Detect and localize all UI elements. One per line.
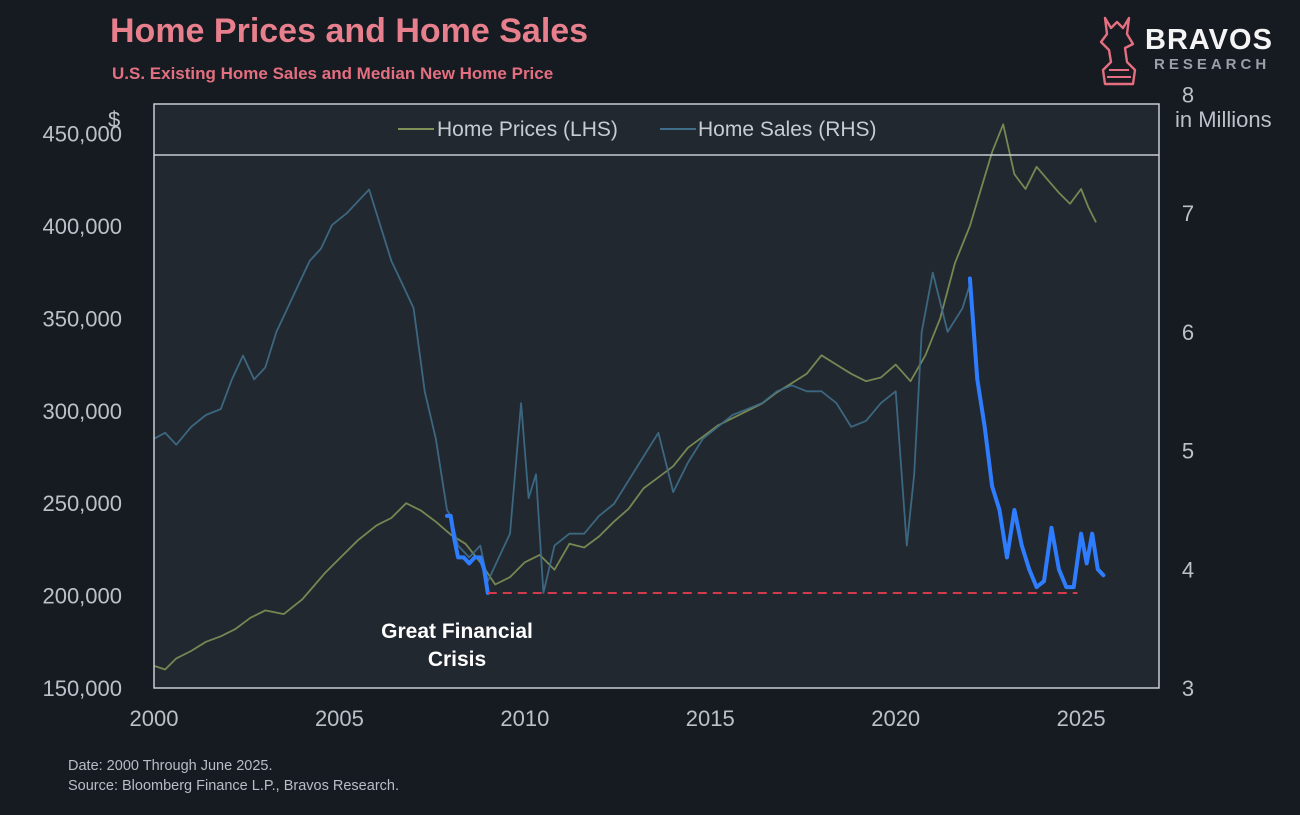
logo-name: BRAVOS xyxy=(1145,24,1273,56)
plot-frame xyxy=(153,103,1160,689)
chart-subtitle: U.S. Existing Home Sales and Median New … xyxy=(112,64,554,83)
left-tick-label: 400,000 xyxy=(42,214,122,239)
x-tick-label: 2025 xyxy=(1057,706,1106,731)
x-tick-label: 2015 xyxy=(686,706,735,731)
annotation-great-financial-crisis: Great Financial Crisis xyxy=(381,620,533,671)
brand-logo: BRAVOS RESEARCH xyxy=(1095,10,1285,90)
right-tick-label: 6 xyxy=(1182,320,1194,345)
left-tick-label: 200,000 xyxy=(42,584,122,609)
left-tick-label: 350,000 xyxy=(42,306,122,331)
x-tick-label: 2005 xyxy=(315,706,364,731)
right-tick-label: 7 xyxy=(1182,201,1194,226)
left-tick-label: 150,000 xyxy=(42,676,122,701)
legend: Home Prices (LHS) Home Sales (RHS) xyxy=(398,118,877,141)
x-tick-label: 2010 xyxy=(500,706,549,731)
chart-title: Home Prices and Home Sales xyxy=(110,12,589,50)
right-tick-label: 5 xyxy=(1182,439,1194,464)
legend-label-prices: Home Prices (LHS) xyxy=(437,118,618,141)
right-tick-label: 4 xyxy=(1182,557,1194,582)
right-axis-unit: in Millions xyxy=(1175,107,1272,132)
annotation-line: Crisis xyxy=(428,648,486,671)
right-axis-ticks: 3 4 5 6 7 8 xyxy=(1182,83,1194,701)
legend-label-sales: Home Sales (RHS) xyxy=(698,118,877,141)
source-note: Source: Bloomberg Finance L.P., Bravos R… xyxy=(68,778,399,794)
left-axis-unit: $ xyxy=(108,107,120,132)
bull-knight-icon xyxy=(1099,16,1137,86)
left-tick-label: 250,000 xyxy=(42,491,122,516)
x-tick-label: 2020 xyxy=(871,706,920,731)
left-axis-ticks: 150,000 200,000 250,000 300,000 350,000 400,0… xyxy=(42,122,122,701)
x-tick-label: 2000 xyxy=(130,706,179,731)
annotation-line: Great Financial xyxy=(381,620,533,643)
plot-border xyxy=(153,103,1160,689)
x-axis-ticks: 2000 2005 2010 2015 2020 2025 xyxy=(130,706,1106,731)
series-line-home-prices xyxy=(153,123,1097,671)
series-line-highlight-1 xyxy=(445,513,490,595)
series-layer xyxy=(153,123,1106,671)
date-note: Date: 2000 Through June 2025. xyxy=(68,758,273,774)
logo-subtitle: RESEARCH xyxy=(1154,56,1271,73)
left-tick-label: 450,000 xyxy=(42,122,122,147)
right-tick-label: 3 xyxy=(1182,676,1194,701)
left-tick-label: 300,000 xyxy=(42,399,122,424)
series-line-home-sales xyxy=(153,188,971,594)
plot-area xyxy=(154,104,1159,688)
series-line-highlight-2 xyxy=(967,276,1106,590)
right-tick-label: 8 xyxy=(1182,83,1194,108)
footer: Date: 2000 Through June 2025. Source: Bl… xyxy=(68,756,399,796)
